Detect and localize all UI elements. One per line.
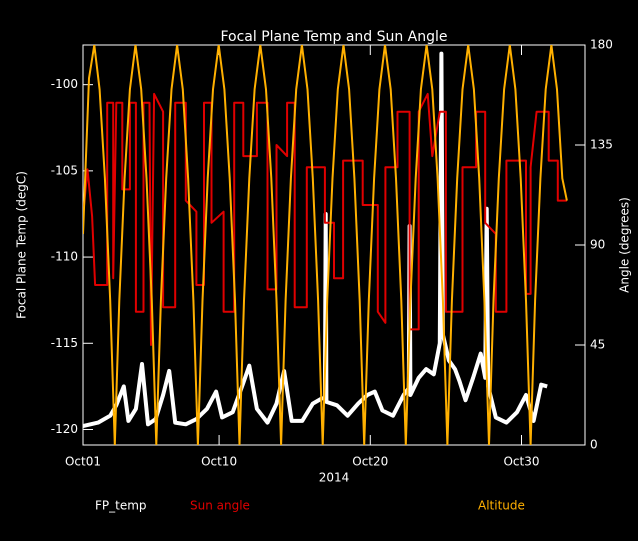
y-tick-label: -115 [51, 336, 78, 350]
x-tick-label: Oct20 [352, 455, 388, 469]
x-axis-label: 2014 [319, 471, 350, 485]
legend-label: FP_temp [95, 499, 147, 513]
legend-label: Altitude [478, 499, 525, 513]
series-line [83, 51, 548, 428]
x-tick-label: Oct10 [201, 455, 237, 469]
legend-label: Sun angle [190, 499, 250, 513]
y2-tick-label: 135 [590, 138, 613, 152]
y2-tick-label: 90 [590, 238, 605, 252]
y-axis-label: Focal Plane Temp (degC) [15, 171, 29, 319]
y2-tick-label: 0 [590, 438, 598, 452]
y-tick-label: -120 [51, 422, 78, 436]
y2-axis-label: Angle (degrees) [618, 197, 632, 293]
x-tick-label: Oct01 [65, 455, 101, 469]
chart-title: Focal Plane Temp and Sun Angle [220, 29, 447, 45]
x-tick-label: Oct30 [503, 455, 539, 469]
y-tick-label: -105 [51, 163, 78, 177]
y2-tick-label: 45 [590, 338, 605, 352]
y2-tick-label: 180 [590, 38, 613, 52]
series-line [83, 45, 568, 445]
y-tick-label: -110 [51, 250, 78, 264]
y-tick-label: -100 [51, 77, 78, 91]
